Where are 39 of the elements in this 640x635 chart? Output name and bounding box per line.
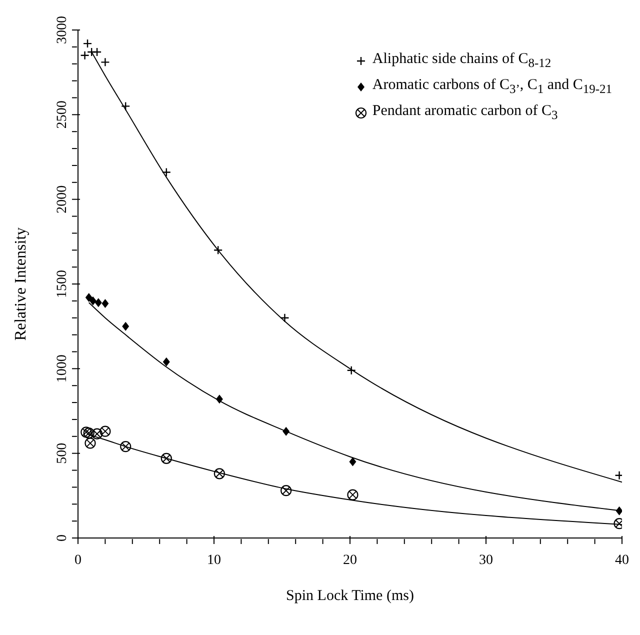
point (121, 102, 130, 111)
point (280, 313, 290, 322)
x-tick-label: 40 (615, 553, 629, 568)
legend-label: Pendant aromatic carbon of C$_{3}$ (372, 102, 558, 124)
point (282, 426, 290, 436)
point (80, 426, 92, 438)
point (122, 322, 130, 331)
x-tick-label: 0 (74, 553, 82, 568)
x-tick-label: 20 (343, 553, 357, 568)
y-tick-label: 1000 (55, 354, 70, 383)
point (347, 489, 358, 500)
y-tick-label: 0 (55, 534, 70, 542)
y-axis-title: Relative Intensity (12, 227, 30, 341)
y-tick-label: 2500 (55, 100, 70, 129)
point (91, 428, 103, 440)
point (162, 168, 171, 177)
point (213, 246, 223, 255)
point (346, 366, 356, 375)
y-tick-label: 1500 (55, 270, 70, 298)
x-axis-title: Spin Lock Time (ms) (286, 588, 414, 604)
point (216, 394, 223, 404)
point (100, 426, 111, 437)
point (349, 457, 356, 466)
point (80, 50, 90, 60)
point (102, 298, 109, 308)
legend-label: Aromatic carbons of C$_{3’}$, C$_{1}$ and C$_{19-21}$ (372, 76, 612, 98)
legend-label: Aliphatic side chains of C$_{8-12}$ (372, 50, 552, 72)
y-tick-label: 2000 (55, 185, 70, 214)
point (85, 293, 92, 302)
point (162, 357, 170, 366)
point (82, 38, 92, 48)
point (89, 296, 96, 306)
y-tick-label: 500 (55, 442, 70, 464)
y-tick-label: 3000 (55, 16, 70, 44)
x-tick-label: 10 (207, 553, 221, 568)
x-tick-label: 30 (479, 553, 493, 568)
point (84, 438, 96, 449)
point (100, 58, 110, 67)
point (94, 298, 102, 308)
